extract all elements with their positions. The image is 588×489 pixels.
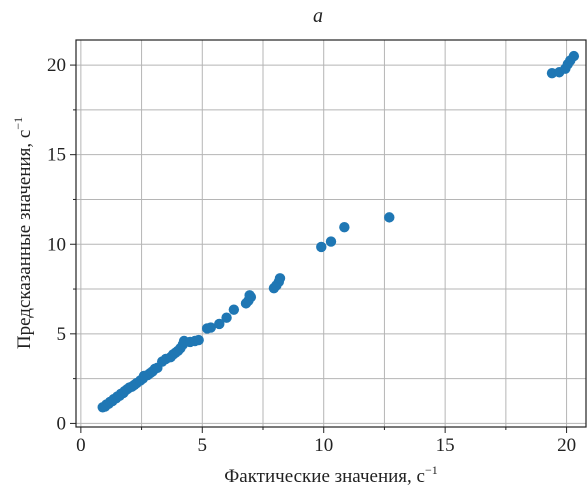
data-point [274, 273, 286, 284]
y-tick-label: 20 [47, 55, 66, 76]
data-point [384, 212, 395, 223]
y-tick-label: 0 [57, 413, 67, 434]
x-tick-label: 0 [76, 435, 86, 456]
data-point [316, 241, 327, 253]
grid [76, 40, 586, 427]
y-axis-label: Предсказанные значения, с−1 [11, 117, 35, 349]
data-point [325, 236, 337, 247]
data-point [214, 318, 225, 330]
axis-ticks: 0 5 10 15 20 0 5 10 15 20 [47, 55, 576, 456]
data-point [205, 322, 216, 333]
data-points [97, 50, 580, 413]
plot-frame [75, 39, 587, 428]
x-tick-label: 15 [436, 435, 455, 456]
x-tick-label: 20 [557, 435, 576, 456]
data-point [221, 312, 232, 323]
data-point [339, 222, 350, 233]
data-point [244, 290, 255, 301]
data-point [228, 304, 240, 315]
panel-label: a [313, 5, 323, 27]
x-tick-label: 10 [314, 435, 333, 456]
data-point [568, 50, 580, 62]
y-tick-label: 10 [47, 234, 66, 255]
data-point [193, 334, 204, 346]
y-tick-label: 15 [47, 145, 66, 166]
x-axis-label: Фактические значения, с−1 [224, 463, 438, 487]
y-tick-label: 5 [57, 324, 67, 345]
x-tick-label: 5 [198, 435, 208, 456]
